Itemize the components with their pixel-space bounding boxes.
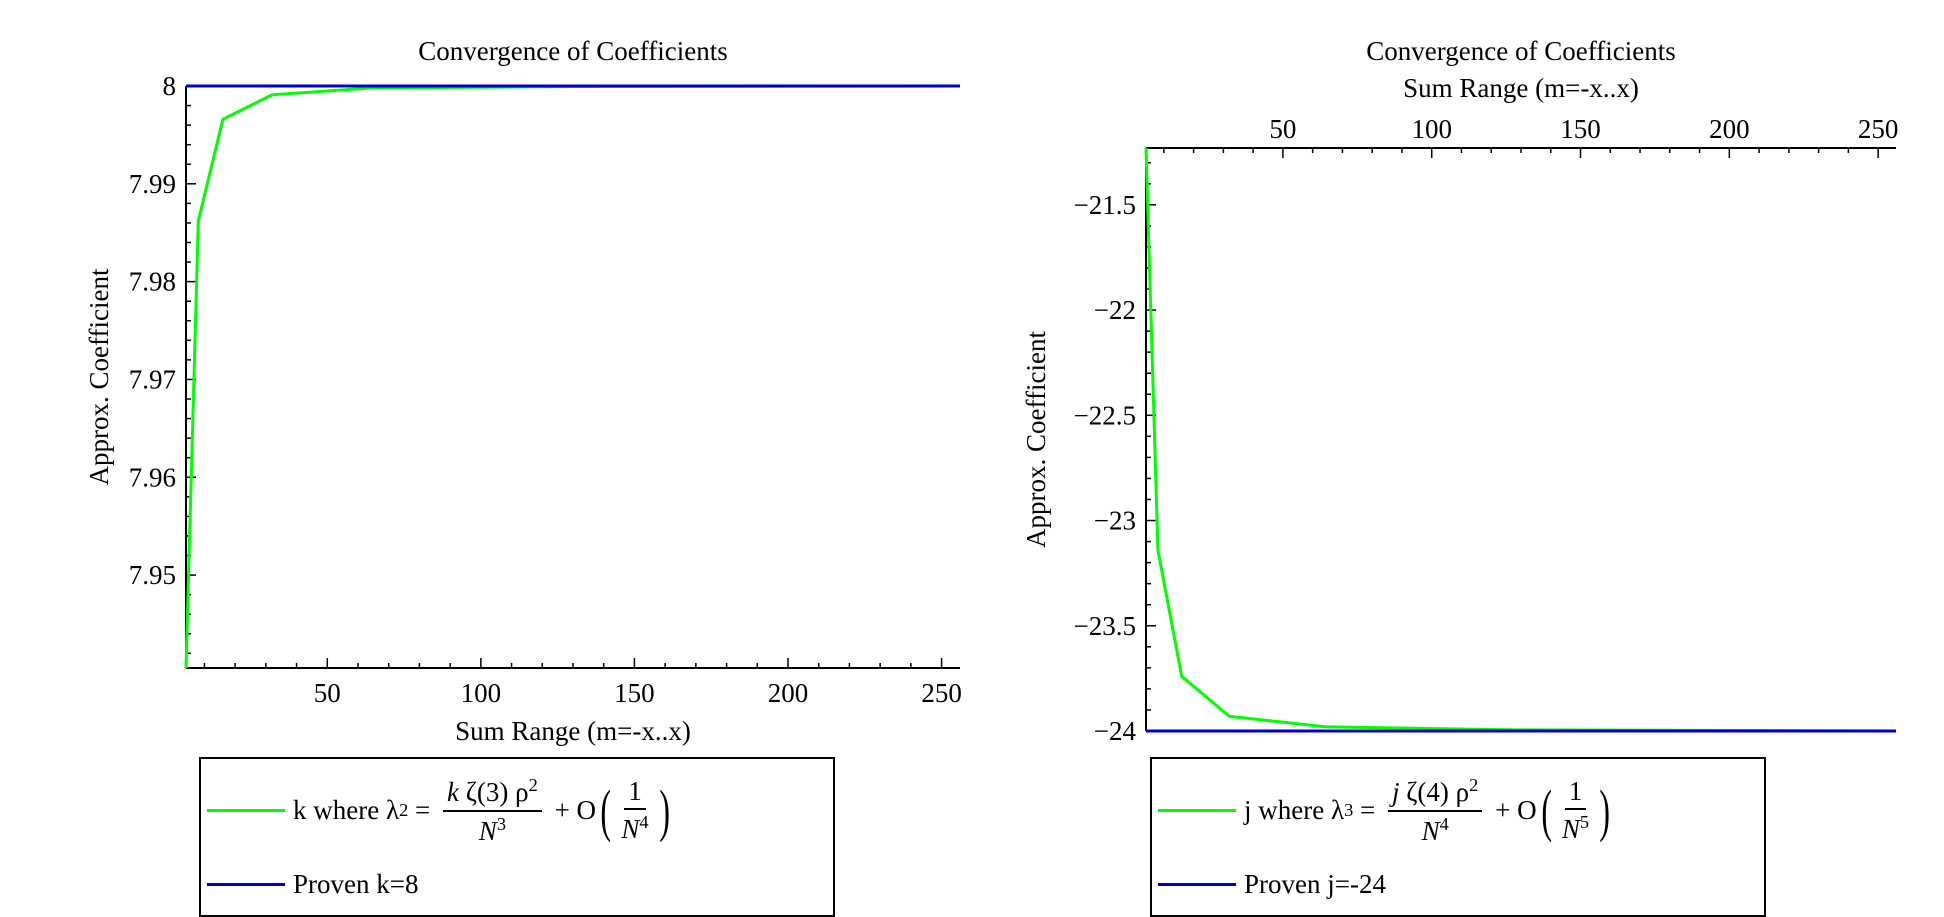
chart1-series-approx-line [186, 86, 960, 668]
chart2-x-tick-label-4: 250 [1858, 114, 1899, 144]
chart1-legend-label-proven: Proven k=8 [293, 869, 418, 900]
chart2-x-tick-label-2: 150 [1560, 114, 1601, 144]
chart2-y-tick-label-4: −23.5 [1074, 611, 1136, 641]
chart2-x-tick-label-0: 50 [1269, 114, 1296, 144]
chart2-y-axis-label: Approx. Coefficient [1021, 331, 1051, 548]
chart2-y-tick-label-1: −22 [1094, 295, 1136, 325]
chart1-y-tick-label-4: 7.96 [129, 462, 176, 492]
chart2-x-tick-label-3: 200 [1709, 114, 1750, 144]
chart2-y-tick-label-3: −23 [1094, 506, 1136, 536]
chart2-y-tick-label-2: −22.5 [1074, 400, 1136, 430]
chart2-x-tick-label-1: 100 [1411, 114, 1452, 144]
chart2-legend-swatch-green [1158, 809, 1236, 812]
chart1-title: Convergence of Coefficients [418, 36, 727, 66]
chart2-y-tick-label-5: −24 [1094, 716, 1137, 746]
chart2-legend-entry-proven: Proven j=-24 [1158, 869, 1386, 900]
chart1-legend-swatch-blue [207, 883, 285, 886]
chart1-y-tick-label-1: 7.99 [129, 169, 176, 199]
chart1-y-tick-label-2: 7.98 [129, 267, 176, 297]
chart2-series-approx-line [1146, 148, 1896, 731]
chart2-title: Convergence of Coefficients [1366, 36, 1675, 66]
chart1-legend-swatch-green [207, 809, 285, 812]
chart2-x-axis-label: Sum Range (m=-x..x) [1403, 73, 1639, 103]
chart1-x-tick-label-0: 50 [314, 678, 341, 708]
chart1-y-axis-label: Approx. Coefficient [84, 268, 114, 485]
chart2-legend-swatch-blue [1158, 883, 1236, 886]
chart2-legend-label-proven: Proven j=-24 [1244, 869, 1386, 900]
chart1-y-tick-label-5: 7.95 [129, 560, 176, 590]
chart1-x-tick-label-4: 250 [921, 678, 962, 708]
chart1-x-tick-label-3: 200 [768, 678, 809, 708]
chart1-y-tick-label-3: 7.97 [129, 364, 176, 394]
chart1-legend-entry-proven: Proven k=8 [207, 869, 418, 900]
chart1-x-tick-label-2: 150 [614, 678, 655, 708]
chart1-x-tick-label-1: 100 [461, 678, 502, 708]
chart1-y-tick-label-0: 8 [163, 71, 177, 101]
chart1-x-axis-label: Sum Range (m=-x..x) [455, 716, 691, 746]
chart2-y-tick-label-0: −21.5 [1074, 190, 1136, 220]
